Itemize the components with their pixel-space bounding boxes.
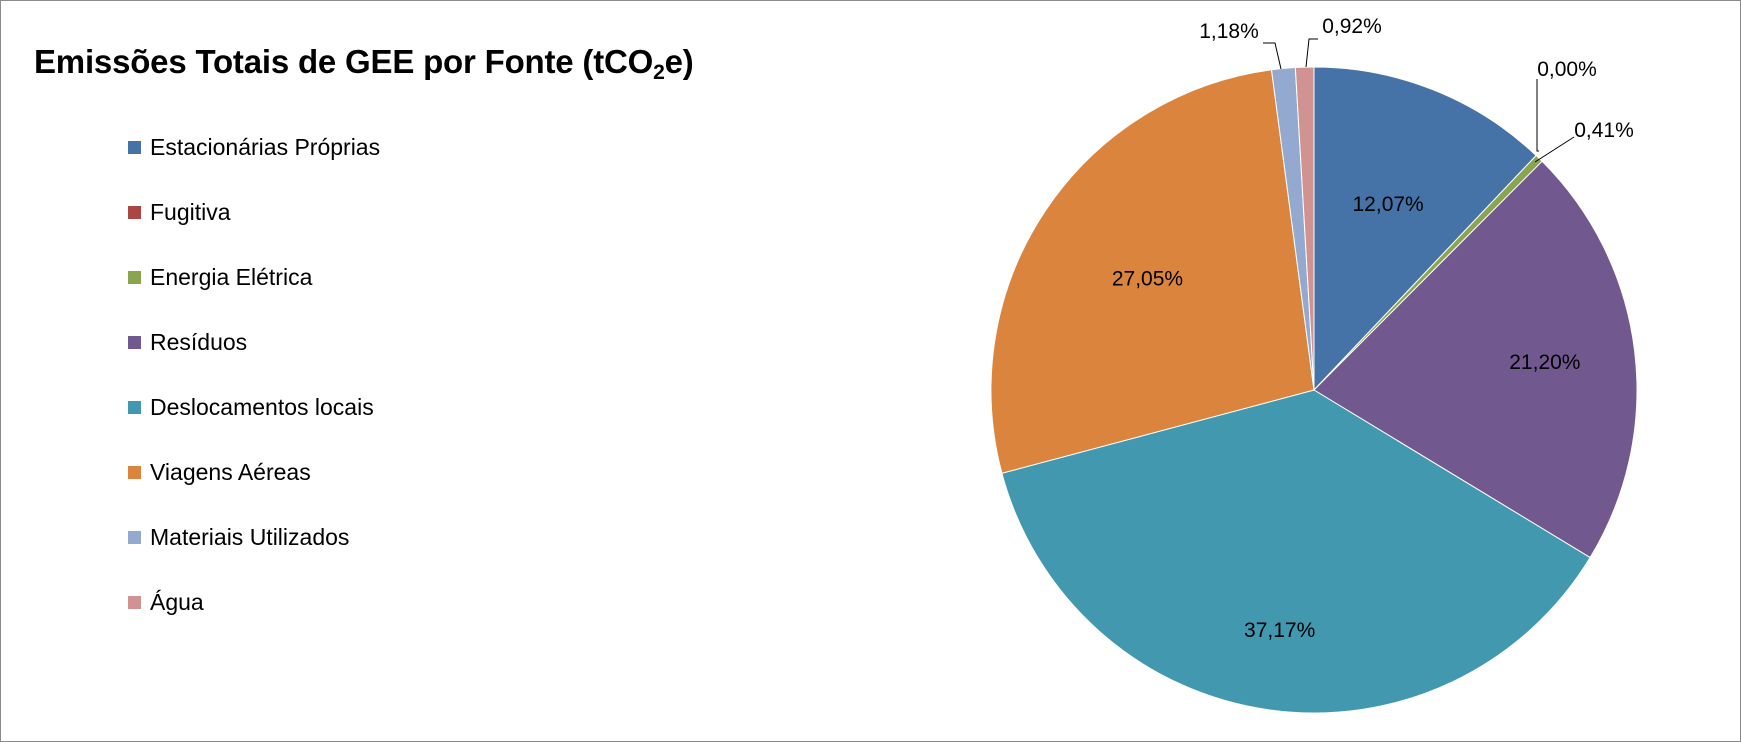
data-label-5: 37,17% (1244, 619, 1315, 642)
legend-item-deslocamentos-locais: Deslocamentos locais (128, 387, 548, 427)
legend-label: Materiais Utilizados (150, 524, 350, 550)
pie-slice-5 (1001, 389, 1591, 714)
chart-title-subscript: 2 (653, 61, 665, 84)
pie-slice-4 (1313, 160, 1638, 559)
legend-swatch (128, 141, 141, 154)
data-label-2: 0,00% (1537, 58, 1597, 81)
chart-title-end: e) (664, 43, 694, 80)
legend-label: Fugitiva (150, 199, 231, 225)
chart-title: Emissões Totais de GEE por Fonte (tCO2e) (34, 43, 694, 84)
legend-label: Água (150, 589, 204, 615)
pie-slices (990, 66, 1638, 714)
leader-line-7 (1263, 42, 1282, 70)
legend-item-estacionarias-proprias: Estacionárias Próprias (128, 127, 548, 167)
data-labels: 12,07% 0,00% 0,41% 21,20% 37,17% 27,05% 1,18% 0… (1112, 15, 1634, 642)
chart-title-main: Emissões Totais de GEE por Fonte (tCO (34, 43, 654, 80)
legend-label: Viagens Aéreas (150, 459, 311, 485)
leader-line-8 (1305, 38, 1318, 68)
data-label-4: 21,20% (1509, 351, 1580, 374)
leader-lines (1263, 38, 1575, 163)
legend-item-residuos: Resíduos (128, 322, 548, 362)
data-label-1: 12,07% (1353, 193, 1424, 216)
data-label-6: 27,05% (1112, 268, 1183, 291)
legend-item-agua: Água (128, 582, 548, 622)
legend-swatch (128, 401, 141, 414)
data-label-8: 0,92% (1322, 15, 1382, 38)
legend-label: Energia Elétrica (150, 264, 313, 290)
legend-swatch (128, 466, 141, 479)
leader-line-2 (1536, 79, 1539, 152)
legend-label: Deslocamentos locais (150, 394, 374, 420)
legend-swatch (128, 531, 141, 544)
data-label-7: 1,18% (1199, 20, 1259, 43)
pie-slice-1 (1313, 66, 1537, 392)
leader-line-3 (1534, 136, 1575, 163)
legend-item-materiais-utilizados: Materiais Utilizados (128, 517, 548, 557)
legend-label: Resíduos (150, 329, 248, 355)
legend-item-fugitiva: Fugitiva (128, 192, 548, 232)
legend-swatch (128, 336, 141, 349)
pie-slice-8 (1294, 66, 1315, 391)
legend-swatch (128, 206, 141, 219)
data-label-3: 0,41% (1574, 119, 1634, 142)
legend-swatch (128, 596, 141, 609)
legend-swatch (128, 271, 141, 284)
pie-slice-6 (990, 69, 1315, 474)
legend-item-viagens-aereas: Viagens Aéreas (128, 452, 548, 492)
legend-label: Estacionárias Próprias (150, 134, 381, 160)
legend-item-energia-eletrica: Energia Elétrica (128, 257, 548, 297)
